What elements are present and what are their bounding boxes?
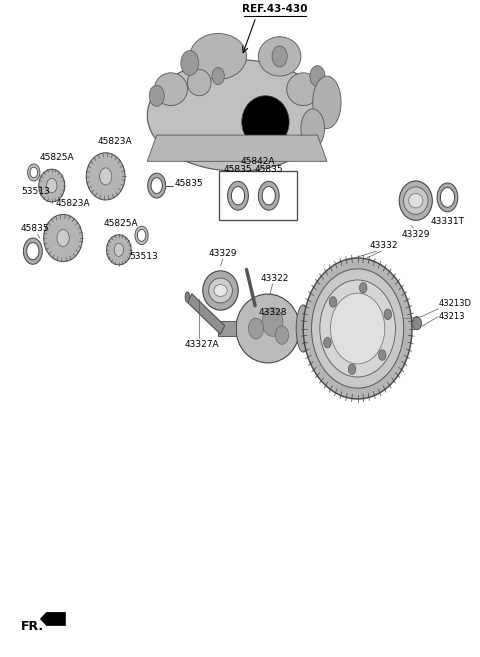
Polygon shape xyxy=(147,135,327,162)
Ellipse shape xyxy=(187,70,211,96)
Ellipse shape xyxy=(313,76,341,129)
Text: 45825A: 45825A xyxy=(104,219,139,227)
Polygon shape xyxy=(187,294,225,334)
Ellipse shape xyxy=(147,60,327,171)
Circle shape xyxy=(348,364,356,374)
Polygon shape xyxy=(219,171,297,220)
Text: 43331T: 43331T xyxy=(431,217,465,226)
Circle shape xyxy=(412,317,421,330)
Circle shape xyxy=(249,318,264,339)
Ellipse shape xyxy=(39,170,65,202)
Text: 45835: 45835 xyxy=(175,179,204,188)
Text: 45835: 45835 xyxy=(254,165,283,173)
Text: FR.: FR. xyxy=(21,620,44,633)
Text: 43213D: 43213D xyxy=(439,299,472,308)
Text: 45835: 45835 xyxy=(21,224,49,233)
Circle shape xyxy=(310,66,325,87)
Text: 45842A: 45842A xyxy=(241,157,276,166)
Circle shape xyxy=(47,178,57,193)
Text: 43322: 43322 xyxy=(261,273,289,283)
Circle shape xyxy=(276,326,288,344)
Ellipse shape xyxy=(242,96,289,148)
Text: 45835: 45835 xyxy=(224,165,252,173)
Text: 45823A: 45823A xyxy=(55,199,90,208)
Ellipse shape xyxy=(203,271,238,310)
Circle shape xyxy=(114,243,124,256)
Ellipse shape xyxy=(236,294,300,363)
Ellipse shape xyxy=(209,278,232,303)
Polygon shape xyxy=(218,321,236,336)
Circle shape xyxy=(149,85,164,106)
Ellipse shape xyxy=(44,214,83,261)
Ellipse shape xyxy=(408,193,423,208)
Circle shape xyxy=(324,338,331,348)
Ellipse shape xyxy=(287,73,320,106)
Circle shape xyxy=(384,309,392,319)
Ellipse shape xyxy=(190,34,247,79)
Text: 43329: 43329 xyxy=(402,229,430,238)
Ellipse shape xyxy=(303,258,412,399)
Text: 45823A: 45823A xyxy=(98,137,132,147)
Ellipse shape xyxy=(312,269,404,388)
Ellipse shape xyxy=(107,235,131,265)
Circle shape xyxy=(272,46,287,67)
Text: 43328: 43328 xyxy=(258,307,287,317)
Ellipse shape xyxy=(404,187,428,214)
Circle shape xyxy=(57,229,69,246)
Ellipse shape xyxy=(155,73,187,106)
Circle shape xyxy=(316,87,328,104)
Text: 43327A: 43327A xyxy=(184,340,219,350)
Ellipse shape xyxy=(399,181,432,220)
Text: 43329: 43329 xyxy=(209,249,237,258)
Ellipse shape xyxy=(86,153,125,200)
Circle shape xyxy=(378,350,386,360)
Text: 43332: 43332 xyxy=(370,241,398,250)
Circle shape xyxy=(262,307,283,336)
Ellipse shape xyxy=(185,292,190,302)
Text: 43213: 43213 xyxy=(439,312,466,321)
Circle shape xyxy=(212,68,224,85)
Text: REF.43-430: REF.43-430 xyxy=(242,4,308,14)
Circle shape xyxy=(360,283,367,293)
Circle shape xyxy=(99,168,112,185)
Ellipse shape xyxy=(301,109,324,148)
Ellipse shape xyxy=(330,293,385,364)
Ellipse shape xyxy=(214,284,227,296)
Text: 45825A: 45825A xyxy=(39,153,74,162)
Polygon shape xyxy=(40,612,65,625)
Circle shape xyxy=(181,51,199,76)
Ellipse shape xyxy=(309,311,316,346)
Ellipse shape xyxy=(296,305,311,352)
Text: 53513: 53513 xyxy=(22,187,50,196)
Text: 53513: 53513 xyxy=(130,252,158,261)
Circle shape xyxy=(329,297,337,307)
Ellipse shape xyxy=(258,37,301,76)
Ellipse shape xyxy=(320,280,396,377)
